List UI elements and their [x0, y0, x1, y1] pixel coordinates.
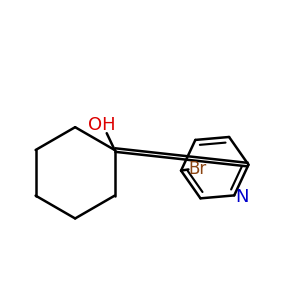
Text: OH: OH	[88, 116, 115, 134]
Text: N: N	[235, 188, 248, 206]
Text: Br: Br	[188, 160, 206, 178]
